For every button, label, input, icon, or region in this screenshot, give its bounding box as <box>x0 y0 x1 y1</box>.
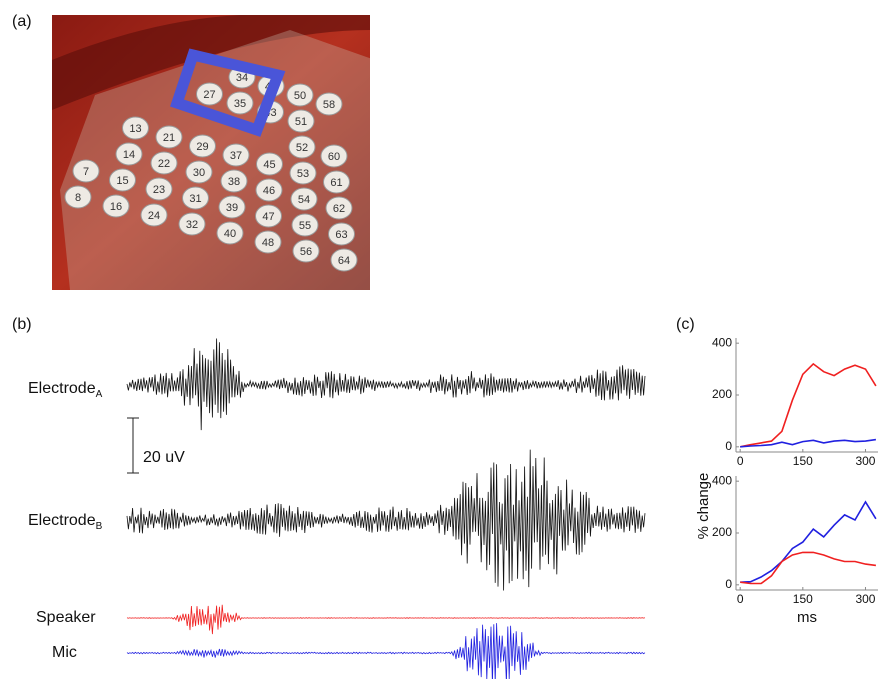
electrode-label: 35 <box>234 98 246 110</box>
line <box>740 502 876 582</box>
panel-label: (c) <box>676 316 695 333</box>
line <box>740 364 876 447</box>
y-tick-label: 400 <box>712 335 732 349</box>
x-tick-label: 300 <box>855 592 875 606</box>
waveform <box>127 339 645 431</box>
electrode-label: 62 <box>333 203 345 215</box>
y-tick-label: 200 <box>712 387 732 401</box>
waveform <box>127 450 645 591</box>
electrode-label: 61 <box>330 177 342 189</box>
electrode-label: 34 <box>236 72 248 84</box>
x-tick-label: 0 <box>737 592 744 606</box>
electrode-label: 64 <box>338 255 350 267</box>
audio-label: Mic <box>52 644 77 661</box>
electrode-label: 14 <box>123 149 135 161</box>
electrode-label: 40 <box>224 228 236 240</box>
x-axis-label: ms <box>797 609 817 626</box>
electrode-label: 54 <box>298 194 310 206</box>
trace-name: Electrode <box>28 380 96 397</box>
electrode-label: 32 <box>186 219 198 231</box>
scale-label: 20 uV <box>143 449 185 466</box>
electrode-label: 46 <box>263 185 275 197</box>
waveform <box>127 605 645 634</box>
electrode-label: 55 <box>299 220 311 232</box>
electrode-label: 63 <box>335 229 347 241</box>
electrode-label: 58 <box>323 99 335 111</box>
panel-label: (a) <box>12 13 32 30</box>
electrode-label: 53 <box>297 168 309 180</box>
trace-label: ElectrodeB <box>28 512 103 531</box>
x-tick-label: 150 <box>793 454 813 468</box>
electrode-label: 23 <box>153 184 165 196</box>
electrode-label: 37 <box>230 150 242 162</box>
x-tick-label: 0 <box>737 454 744 468</box>
y-tick-label: 0 <box>725 577 732 591</box>
electrode-label: 7 <box>83 166 89 178</box>
electrode-label: 51 <box>295 116 307 128</box>
figure: (a) (b) (c) 7 8 13 14 15 16 21 22 23 24 27 29 30 31 32… <box>0 0 880 679</box>
electrode-label: 13 <box>129 123 141 135</box>
electrode-label: 29 <box>196 141 208 153</box>
electrode-label: 24 <box>148 210 160 222</box>
x-tick-label: 300 <box>855 454 875 468</box>
electrode-label: 56 <box>300 246 312 258</box>
line <box>740 552 876 583</box>
y-axis-label: % change <box>695 473 712 540</box>
electrode-label: 60 <box>328 151 340 163</box>
audio-label: Speaker <box>36 609 96 626</box>
waveform <box>127 623 645 679</box>
electrode-label: 50 <box>294 90 306 102</box>
electrode-label: 31 <box>189 193 201 205</box>
electrode-label: 48 <box>262 237 274 249</box>
electrode-label: 22 <box>158 158 170 170</box>
electrode-label: 21 <box>163 132 175 144</box>
y-tick-label: 200 <box>712 525 732 539</box>
trace-label: ElectrodeA <box>28 380 103 399</box>
electrode-label: 52 <box>296 142 308 154</box>
electrode-label: 39 <box>226 202 238 214</box>
trace-name: Electrode <box>28 512 96 529</box>
electrode-label: 16 <box>110 201 122 213</box>
x-tick-label: 150 <box>793 592 813 606</box>
electrode-label: 27 <box>203 89 215 101</box>
panel-label: (b) <box>12 316 32 333</box>
trace-subscript: B <box>96 521 103 532</box>
electrode-label: 38 <box>228 176 240 188</box>
y-tick-label: 400 <box>712 473 732 487</box>
electrode-label: 45 <box>263 159 275 171</box>
electrode-label: 8 <box>75 192 81 204</box>
electrode-label: 15 <box>116 175 128 187</box>
electrode-label: 30 <box>193 167 205 179</box>
photo: 7 8 13 14 15 16 21 22 23 24 27 29 30 31 32 34 35 37 38 39 40… <box>52 15 375 290</box>
electrode-label: 47 <box>262 211 274 223</box>
trace-subscript: A <box>96 389 103 400</box>
y-tick-label: 0 <box>725 439 732 453</box>
